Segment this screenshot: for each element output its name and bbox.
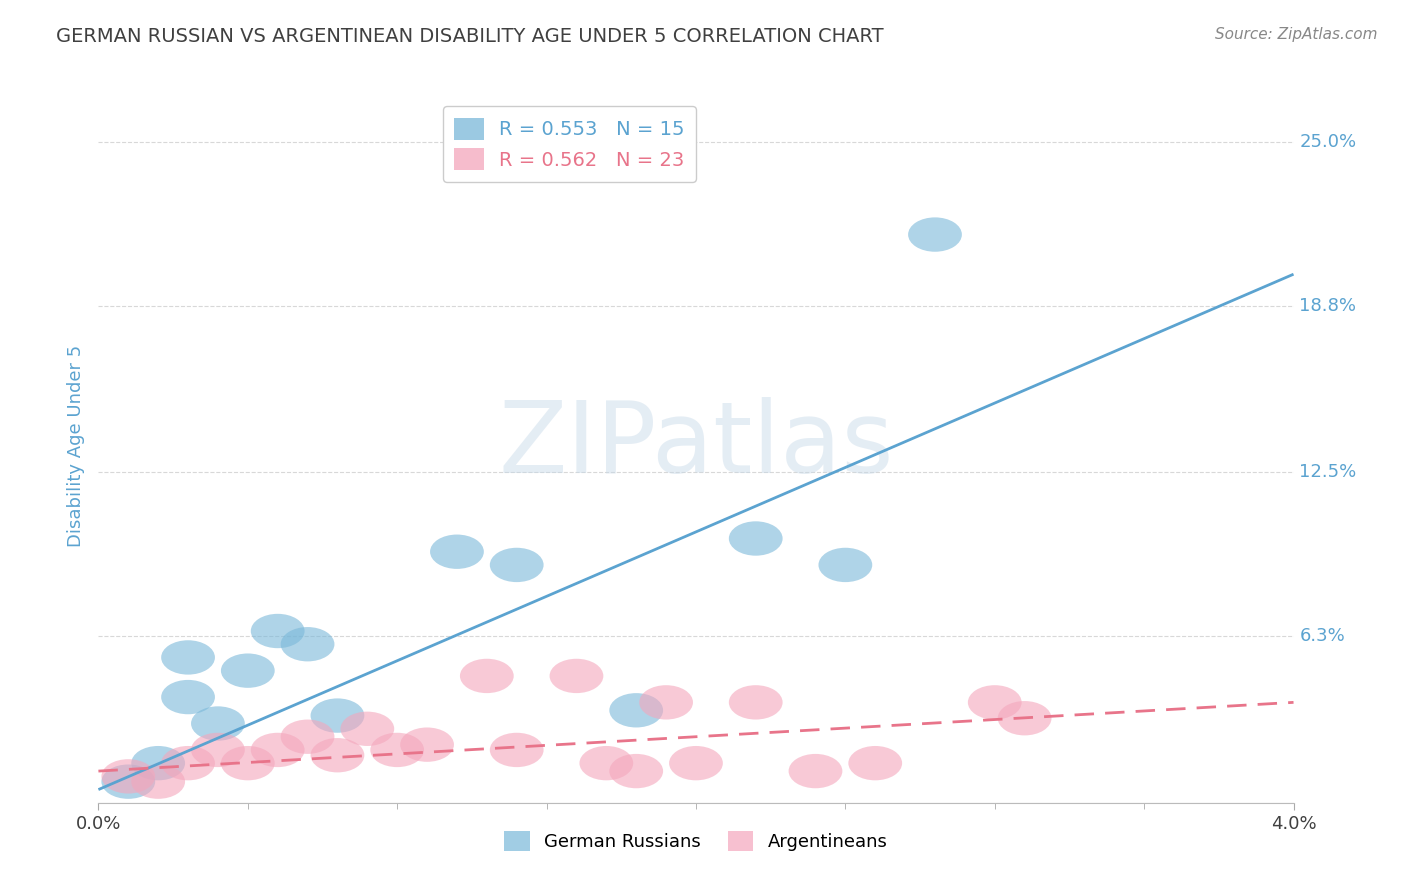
Text: 12.5%: 12.5% <box>1299 464 1357 482</box>
Ellipse shape <box>340 712 394 746</box>
Ellipse shape <box>250 732 305 767</box>
Ellipse shape <box>370 732 425 767</box>
Text: ZIPatlas: ZIPatlas <box>498 398 894 494</box>
Ellipse shape <box>669 746 723 780</box>
Ellipse shape <box>221 654 274 688</box>
Ellipse shape <box>401 728 454 762</box>
Ellipse shape <box>311 698 364 732</box>
Ellipse shape <box>609 754 664 789</box>
Ellipse shape <box>998 701 1052 735</box>
Ellipse shape <box>101 759 155 794</box>
Ellipse shape <box>162 680 215 714</box>
Ellipse shape <box>967 685 1022 720</box>
Ellipse shape <box>162 640 215 674</box>
Ellipse shape <box>640 685 693 720</box>
Ellipse shape <box>489 732 544 767</box>
Text: GERMAN RUSSIAN VS ARGENTINEAN DISABILITY AGE UNDER 5 CORRELATION CHART: GERMAN RUSSIAN VS ARGENTINEAN DISABILITY… <box>56 27 884 45</box>
Ellipse shape <box>489 548 544 582</box>
Ellipse shape <box>131 746 186 780</box>
Ellipse shape <box>848 746 903 780</box>
Text: 25.0%: 25.0% <box>1299 133 1357 151</box>
Ellipse shape <box>579 746 633 780</box>
Ellipse shape <box>311 738 364 772</box>
Ellipse shape <box>789 754 842 789</box>
Ellipse shape <box>191 706 245 740</box>
Ellipse shape <box>221 746 274 780</box>
Ellipse shape <box>281 627 335 661</box>
Ellipse shape <box>281 720 335 754</box>
Ellipse shape <box>101 764 155 799</box>
Ellipse shape <box>609 693 664 728</box>
Ellipse shape <box>460 659 513 693</box>
Ellipse shape <box>131 764 186 799</box>
Ellipse shape <box>908 218 962 252</box>
Ellipse shape <box>250 614 305 648</box>
Text: Source: ZipAtlas.com: Source: ZipAtlas.com <box>1215 27 1378 42</box>
Ellipse shape <box>728 685 783 720</box>
Ellipse shape <box>550 659 603 693</box>
Y-axis label: Disability Age Under 5: Disability Age Under 5 <box>66 345 84 547</box>
Ellipse shape <box>609 138 664 172</box>
Ellipse shape <box>430 534 484 569</box>
Ellipse shape <box>162 746 215 780</box>
Ellipse shape <box>728 521 783 556</box>
Legend: German Russians, Argentineans: German Russians, Argentineans <box>498 823 894 858</box>
Ellipse shape <box>191 732 245 767</box>
Text: 18.8%: 18.8% <box>1299 297 1357 315</box>
Ellipse shape <box>818 548 872 582</box>
Text: 6.3%: 6.3% <box>1299 627 1346 645</box>
